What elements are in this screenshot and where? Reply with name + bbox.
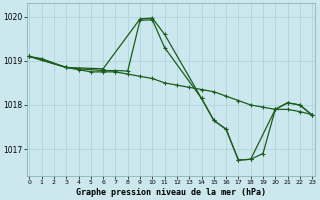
- X-axis label: Graphe pression niveau de la mer (hPa): Graphe pression niveau de la mer (hPa): [76, 188, 266, 197]
